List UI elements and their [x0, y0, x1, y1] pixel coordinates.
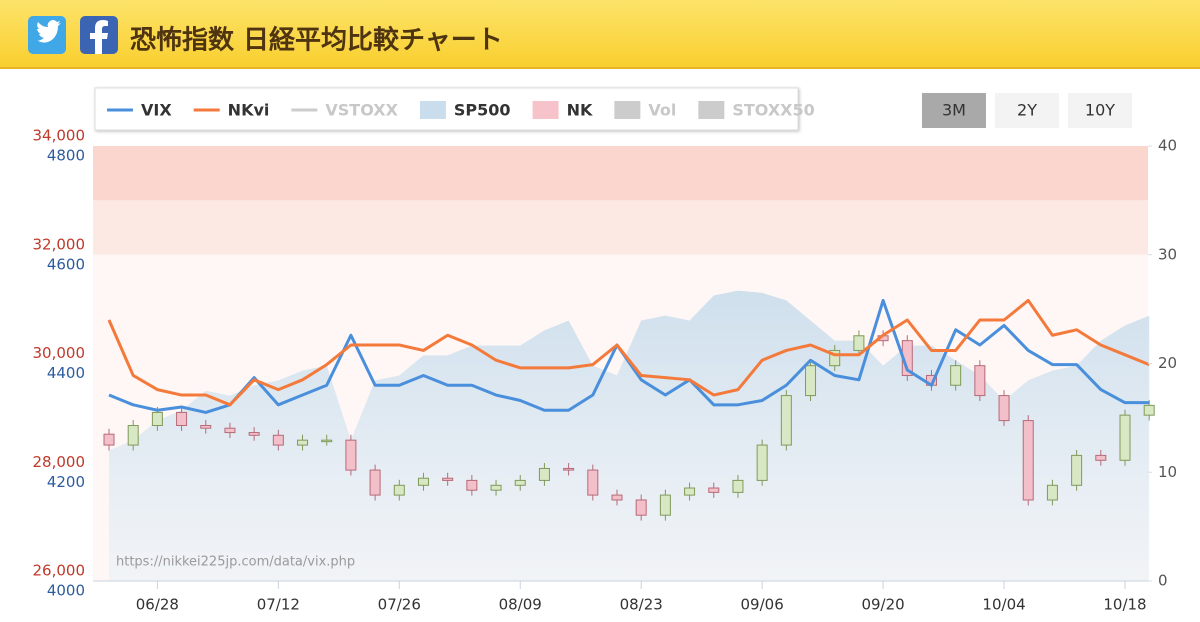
- candle-body: [829, 349, 841, 367]
- plot-band: [93, 200, 1148, 255]
- sp-tick-label: 4800: [47, 147, 85, 165]
- range-button[interactable]: [922, 93, 986, 128]
- legend-label[interactable]: NK: [567, 101, 593, 120]
- legend-label[interactable]: STOXX50: [732, 101, 814, 120]
- x-tick-label: 07/26: [378, 596, 421, 614]
- legend-label[interactable]: VIX: [141, 101, 172, 120]
- candle-body: [1071, 454, 1083, 486]
- twitter-icon[interactable]: [28, 16, 66, 54]
- vix-tick-label: 20: [1158, 354, 1177, 372]
- candle-body: [1119, 414, 1131, 461]
- candle-body: [853, 335, 865, 351]
- range-button[interactable]: [995, 93, 1059, 128]
- x-tick-label: 09/20: [861, 596, 904, 614]
- range-button-label[interactable]: 2Y: [1017, 101, 1037, 120]
- candle-body: [1046, 484, 1058, 501]
- header-bar: [0, 0, 1200, 68]
- candle-body: [611, 494, 623, 501]
- facebook-icon[interactable]: [80, 16, 118, 54]
- legend-label[interactable]: VSTOXX: [325, 101, 398, 120]
- vix-tick-label: 0: [1158, 572, 1168, 590]
- candle-body: [950, 365, 962, 386]
- candle-body: [151, 411, 163, 426]
- candle-body: [321, 439, 333, 443]
- legend-symbol: [532, 101, 559, 119]
- sp-tick-label: 4200: [47, 473, 85, 491]
- candle-body: [659, 494, 671, 516]
- candle-body: [974, 365, 986, 397]
- candle-body: [1022, 420, 1034, 501]
- candle-body: [466, 479, 478, 491]
- candle-body: [732, 479, 744, 493]
- legend-symbol: [698, 101, 725, 119]
- nk-tick-label: 30,000: [33, 344, 86, 362]
- plot-band: [93, 146, 1148, 201]
- nk-tick-label: 26,000: [33, 562, 86, 580]
- candle-body: [272, 434, 284, 446]
- candle-body: [369, 469, 381, 496]
- page-title: 恐怖指数 日経平均比較チャート: [130, 25, 503, 56]
- candle-body: [1095, 454, 1107, 461]
- x-tick-label: 07/12: [257, 596, 300, 614]
- legend-label[interactable]: SP500: [454, 101, 511, 120]
- line-nkvi: [107, 298, 1150, 407]
- candle-body: [998, 395, 1010, 422]
- candle-body: [490, 484, 502, 491]
- candle-body: [103, 433, 115, 446]
- sp-tick-label: 4600: [47, 255, 85, 273]
- legend-symbol: [614, 101, 641, 119]
- candle-body: [538, 467, 550, 481]
- nk-tick-label: 28,000: [33, 453, 86, 471]
- vix-tick-label: 30: [1158, 245, 1177, 263]
- nk-tick-label: 34,000: [33, 127, 86, 145]
- sp500-area: [109, 290, 1150, 581]
- sp-tick-label: 4000: [47, 582, 85, 600]
- x-tick-label: 08/09: [499, 596, 542, 614]
- candle-body: [635, 499, 647, 516]
- x-tick-label: 09/06: [741, 596, 784, 614]
- candle-body: [200, 424, 212, 429]
- candle-body: [345, 439, 357, 471]
- candle-body: [248, 432, 260, 436]
- candle-body: [297, 439, 309, 446]
- vix-tick-label: 40: [1158, 137, 1177, 155]
- x-tick-label: 08/23: [620, 596, 663, 614]
- candle-body: [684, 487, 696, 496]
- candle-body: [563, 467, 575, 471]
- vix-tick-label: 10: [1158, 463, 1177, 481]
- x-tick-label: 10/18: [1103, 596, 1146, 614]
- x-tick-label: 06/28: [136, 596, 179, 614]
- candle-body: [756, 444, 768, 481]
- candle-body: [176, 411, 188, 426]
- legend-label[interactable]: Vol: [648, 101, 676, 120]
- legend-symbol: [419, 101, 446, 119]
- range-button-label[interactable]: 10Y: [1085, 101, 1115, 120]
- candle-body: [514, 479, 526, 486]
- candle-body: [442, 477, 454, 481]
- nk-tick-label: 32,000: [33, 235, 86, 253]
- x-tick-label: 10/04: [982, 596, 1025, 614]
- candle-body: [127, 424, 139, 446]
- source-watermark: https://nikkei225jp.com/data/vix.php: [116, 555, 355, 570]
- candle-body: [805, 365, 817, 397]
- candle-body: [393, 484, 405, 496]
- candle-body: [587, 469, 599, 496]
- candle-body: [224, 427, 236, 434]
- legend-label[interactable]: NKvi: [228, 101, 270, 120]
- candle-body: [417, 477, 429, 486]
- candle-body: [708, 487, 720, 493]
- range-button[interactable]: [1068, 93, 1132, 128]
- sp-tick-label: 4400: [47, 364, 85, 382]
- range-button-label[interactable]: 3M: [942, 101, 966, 120]
- candle-body: [780, 395, 792, 446]
- candle-body: [1143, 404, 1155, 416]
